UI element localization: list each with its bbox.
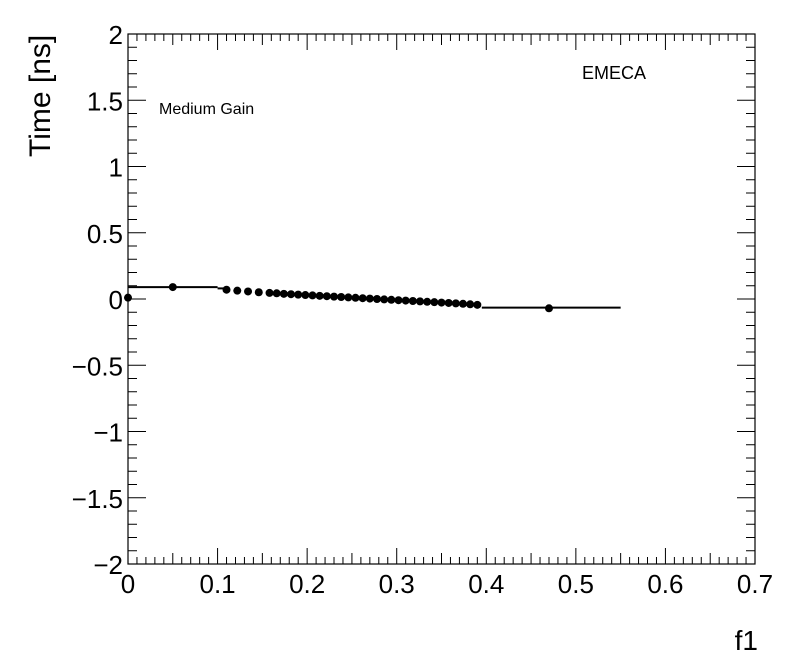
data-point bbox=[301, 291, 310, 300]
data-point bbox=[287, 290, 296, 299]
data-point bbox=[337, 293, 346, 302]
x-tick-label: 0.2 bbox=[289, 569, 325, 599]
data-point bbox=[473, 300, 482, 309]
data-point bbox=[451, 299, 460, 308]
x-tick-labels: 0 0.1 0.2 0.3 0.4 0.5 0.6 0.7 bbox=[121, 569, 773, 599]
x-tick-label: 0.7 bbox=[737, 569, 773, 599]
y-tick-label: −2 bbox=[93, 550, 123, 580]
data-point bbox=[458, 299, 467, 308]
data-point bbox=[265, 288, 274, 297]
data-point bbox=[279, 289, 288, 298]
data-point bbox=[168, 283, 177, 292]
data-point bbox=[330, 292, 339, 301]
axis-ticks bbox=[127, 33, 756, 565]
y-tick-label: 0.5 bbox=[87, 219, 123, 249]
data-point bbox=[244, 287, 253, 296]
y-tick-label: −1.5 bbox=[72, 484, 123, 514]
x-tick-label: 0.5 bbox=[558, 569, 594, 599]
data-point bbox=[308, 291, 317, 300]
data-point bbox=[365, 294, 374, 303]
data-point bbox=[408, 296, 417, 305]
y-tick-label: 1 bbox=[109, 153, 123, 183]
data-point bbox=[430, 298, 439, 307]
x-tick-label: 0.6 bbox=[647, 569, 683, 599]
data-points bbox=[124, 283, 553, 313]
data-point bbox=[416, 297, 425, 306]
x-tick-label: 0.3 bbox=[379, 569, 415, 599]
data-point bbox=[233, 286, 242, 295]
data-point bbox=[373, 295, 382, 303]
data-point bbox=[423, 297, 432, 306]
data-point bbox=[315, 291, 324, 300]
data-point bbox=[437, 298, 446, 307]
x-tick-label: 0 bbox=[121, 569, 135, 599]
data-point bbox=[544, 304, 553, 313]
y-axis-label: Time [ns] bbox=[24, 35, 57, 157]
annotation-emeca: EMECA bbox=[582, 63, 646, 83]
data-point bbox=[380, 295, 389, 304]
x-tick-label: 0.4 bbox=[468, 569, 504, 599]
y-tick-label: 2 bbox=[109, 20, 123, 50]
y-tick-labels: −2 −1.5 −1 −0.5 0 0.5 1 1.5 2 bbox=[72, 20, 123, 580]
x-axis-label: f1 bbox=[735, 625, 758, 656]
annotation-medium-gain: Medium Gain bbox=[159, 101, 254, 118]
data-point bbox=[222, 285, 231, 294]
data-point bbox=[272, 289, 281, 298]
data-point bbox=[344, 293, 353, 302]
data-point bbox=[254, 288, 263, 297]
y-tick-label: 1.5 bbox=[87, 86, 123, 116]
data-point bbox=[466, 300, 475, 309]
data-point bbox=[401, 296, 410, 305]
data-point bbox=[294, 290, 303, 299]
data-point bbox=[444, 298, 453, 307]
data-point bbox=[124, 293, 132, 302]
x-tick-label: 0.1 bbox=[199, 569, 235, 599]
data-point bbox=[322, 292, 331, 301]
data-point bbox=[394, 296, 403, 305]
data-point bbox=[351, 293, 360, 302]
data-point bbox=[358, 294, 367, 303]
y-tick-label: −0.5 bbox=[72, 351, 123, 381]
data-point bbox=[387, 295, 396, 304]
y-tick-label: 0 bbox=[109, 285, 123, 315]
y-tick-label: −1 bbox=[93, 418, 123, 448]
